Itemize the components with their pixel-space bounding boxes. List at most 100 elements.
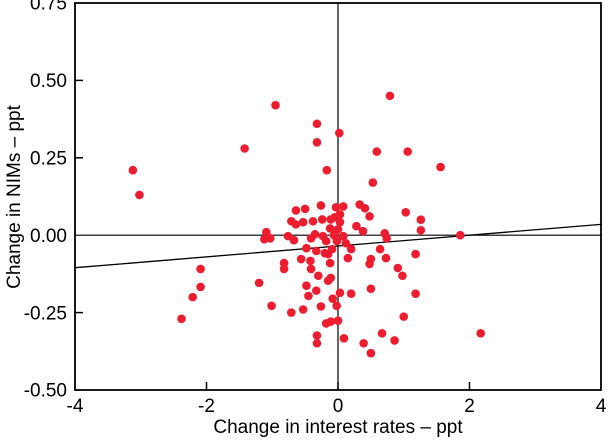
data-point bbox=[325, 258, 335, 268]
data-point bbox=[312, 338, 322, 348]
data-point bbox=[335, 217, 345, 227]
y-tick-label: 0.75 bbox=[30, 0, 67, 15]
data-point bbox=[368, 178, 378, 187]
y-tick-label: 0.00 bbox=[30, 226, 67, 247]
data-point bbox=[416, 225, 426, 235]
data-point bbox=[332, 301, 341, 311]
data-point bbox=[401, 207, 411, 217]
data-point bbox=[321, 236, 331, 246]
data-point bbox=[287, 308, 296, 317]
data-point bbox=[335, 288, 345, 298]
data-point bbox=[436, 162, 445, 172]
data-point bbox=[328, 294, 338, 303]
data-point bbox=[398, 271, 407, 281]
data-point bbox=[260, 234, 269, 244]
data-point bbox=[267, 301, 276, 311]
data-point bbox=[298, 305, 308, 314]
y-tick-label: 0.50 bbox=[30, 71, 67, 92]
data-point bbox=[346, 244, 356, 254]
data-point bbox=[279, 264, 289, 274]
data-point bbox=[322, 165, 332, 175]
data-point bbox=[339, 333, 349, 343]
data-point bbox=[385, 91, 395, 101]
x-tick-label: 2 bbox=[464, 396, 475, 417]
data-point bbox=[455, 230, 465, 240]
data-point bbox=[304, 291, 313, 301]
y-tick-label: -0.25 bbox=[24, 303, 67, 324]
data-point bbox=[343, 253, 353, 263]
data-point bbox=[312, 246, 321, 256]
data-point bbox=[476, 329, 485, 338]
data-point bbox=[331, 203, 341, 212]
data-point bbox=[332, 236, 342, 246]
data-point bbox=[135, 190, 144, 200]
data-point bbox=[411, 249, 420, 259]
data-point bbox=[341, 238, 351, 248]
data-point bbox=[271, 100, 280, 110]
data-point bbox=[365, 259, 374, 269]
x-tick-label: -2 bbox=[198, 396, 215, 417]
data-point bbox=[346, 289, 356, 299]
data-point bbox=[302, 243, 311, 253]
data-point bbox=[306, 256, 315, 266]
data-point bbox=[411, 289, 420, 299]
data-point bbox=[296, 254, 306, 264]
data-point bbox=[312, 286, 321, 295]
data-point bbox=[310, 229, 320, 239]
data-point bbox=[366, 348, 376, 358]
data-point bbox=[313, 271, 323, 281]
data-point bbox=[326, 317, 336, 326]
data-point bbox=[360, 203, 370, 213]
x-tick-label: 4 bbox=[596, 396, 607, 417]
data-point bbox=[323, 249, 333, 259]
data-point bbox=[316, 201, 326, 210]
data-point bbox=[390, 336, 399, 345]
data-point bbox=[240, 144, 249, 153]
data-point bbox=[335, 210, 345, 219]
data-point bbox=[188, 292, 197, 302]
data-point bbox=[338, 202, 348, 211]
data-point bbox=[358, 226, 368, 236]
data-point bbox=[359, 338, 368, 348]
data-point bbox=[300, 204, 310, 214]
y-tick-label: -0.50 bbox=[24, 381, 67, 402]
data-point bbox=[316, 302, 326, 311]
data-point bbox=[372, 147, 382, 156]
data-point bbox=[403, 147, 412, 156]
x-tick-label: -4 bbox=[67, 396, 84, 417]
data-point bbox=[365, 212, 374, 221]
data-point bbox=[128, 165, 138, 175]
data-point bbox=[312, 331, 322, 340]
data-point bbox=[308, 216, 318, 226]
data-point bbox=[196, 264, 205, 274]
data-point bbox=[262, 227, 271, 237]
data-point bbox=[291, 220, 301, 229]
data-point bbox=[333, 316, 343, 325]
data-point bbox=[291, 206, 301, 215]
data-point bbox=[312, 138, 322, 147]
data-point bbox=[254, 278, 264, 288]
x-axis-title: Change in interest rates – ppt bbox=[213, 417, 463, 438]
data-point bbox=[302, 281, 311, 290]
data-point bbox=[196, 282, 205, 292]
data-point bbox=[335, 128, 344, 138]
y-axis-title: Change in NIMs – ppt bbox=[4, 104, 25, 288]
data-point bbox=[393, 263, 403, 273]
data-point bbox=[279, 258, 289, 268]
data-point bbox=[338, 231, 348, 241]
data-point bbox=[306, 264, 316, 274]
data-point bbox=[298, 217, 308, 227]
data-point bbox=[326, 215, 336, 224]
data-point bbox=[377, 329, 387, 338]
trend-line bbox=[74, 223, 602, 269]
plot-render-layer: 0.75 0.50 0.25 0.00 -0.25 -0.50-4 -2 0 2 4 bbox=[24, 0, 607, 417]
data-point bbox=[177, 314, 186, 324]
y-tick-label: 0.25 bbox=[30, 148, 67, 169]
data-point bbox=[289, 235, 299, 245]
data-point bbox=[325, 224, 335, 233]
data-point bbox=[399, 312, 409, 321]
data-point bbox=[416, 215, 426, 225]
data-point bbox=[323, 276, 333, 286]
